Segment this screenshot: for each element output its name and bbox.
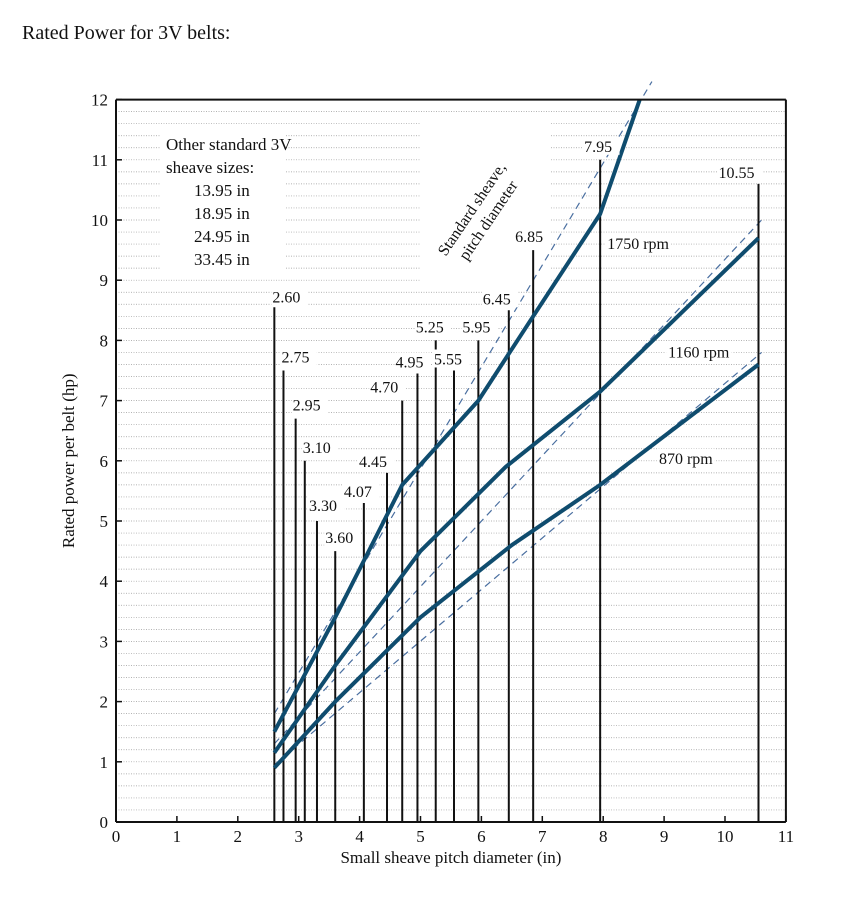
curve-1160-rpm (272, 236, 760, 754)
sheave-label-3.60: 3.60 (325, 530, 353, 547)
y-axis-title: Rated power per belt (hp) (59, 373, 78, 548)
rpm-label-1160-rpm: 1160 rpm (668, 344, 730, 361)
x-tick-label-8: 8 (599, 827, 608, 846)
y-tick-label-11: 11 (92, 151, 108, 170)
x-tick-label-10: 10 (717, 827, 734, 846)
x-tick-label-9: 9 (660, 827, 669, 846)
x-tick-label-5: 5 (416, 827, 425, 846)
y-tick-label-10: 10 (91, 211, 108, 230)
rpm-label-backdrop (605, 233, 671, 253)
sheave-label-6.45: 6.45 (483, 291, 511, 308)
rpm-label-backdrop (656, 448, 715, 468)
y-tick-label-4: 4 (100, 572, 109, 591)
sheave-label-backdrop (717, 162, 763, 181)
x-tick-label-3: 3 (294, 827, 303, 846)
y-tick-label-7: 7 (100, 392, 109, 411)
sheave-label-5.25: 5.25 (416, 319, 444, 336)
curve-870-rpm (272, 362, 760, 770)
sheave-label-backdrop (301, 437, 339, 456)
y-tick-label-9: 9 (100, 271, 109, 290)
other-size-18-95-in: 18.95 in (194, 204, 250, 223)
sheave-label-backdrop (394, 352, 431, 371)
x-tick-label-6: 6 (477, 827, 486, 846)
sheave-label-backdrop (342, 481, 380, 500)
y-tick-label-0: 0 (100, 813, 109, 832)
sheave-label-4.95: 4.95 (395, 355, 423, 372)
sheave-label-7.95: 7.95 (584, 139, 612, 156)
x-tick-label-4: 4 (355, 827, 364, 846)
sheave-label-backdrop (280, 347, 317, 366)
y-tick-label-8: 8 (100, 331, 109, 350)
other-size-24-95-in: 24.95 in (194, 227, 250, 246)
sheave-label-3.30: 3.30 (309, 498, 337, 515)
y-tick-label-3: 3 (100, 632, 109, 651)
dashed-standard-lines (273, 81, 762, 766)
sheave-label-2.95: 2.95 (293, 398, 321, 415)
rpm-label-backdrop (666, 342, 732, 362)
sheave-label-4.45: 4.45 (359, 454, 387, 471)
sheave-label-backdrop (271, 287, 308, 306)
x-axis-title: Small sheave pitch diameter (in) (340, 848, 561, 867)
sheave-label-backdrop (432, 349, 470, 368)
y-tick-label-5: 5 (100, 512, 109, 531)
x-tick-label-11: 11 (778, 827, 794, 846)
sheave-label-backdrop (414, 317, 452, 336)
sheave-label-6.85: 6.85 (515, 229, 543, 246)
sheave-label-2.60: 2.60 (272, 289, 300, 306)
other-size-33-45-in: 33.45 in (194, 250, 250, 269)
sheave-label-backdrop (369, 377, 406, 396)
sheave-label-backdrop (358, 451, 395, 470)
sheave-label-backdrop (291, 395, 329, 414)
sheave-label-backdrop (583, 136, 620, 155)
x-tick-label-7: 7 (538, 827, 547, 846)
other-sizes-backdrop (160, 128, 285, 273)
sheave-label-5.95: 5.95 (462, 319, 490, 336)
curve-1750-rpm (272, 98, 642, 733)
other-sizes-title: Other standard 3V (166, 135, 292, 154)
sheave-label-3.10: 3.10 (303, 440, 331, 457)
sheave-label-4.70: 4.70 (370, 380, 398, 397)
sheave-label-backdrop (481, 289, 519, 308)
rpm-label-1750-rpm: 1750 rpm (607, 236, 669, 253)
rpm-curves (272, 98, 760, 770)
x-tick-label-2: 2 (234, 827, 243, 846)
sheave-label-2.75: 2.75 (281, 350, 309, 367)
sheave-label-backdrop (324, 528, 361, 547)
other-sizes-subtitle: sheave sizes: (166, 158, 254, 177)
dashed-label-backdrop (420, 118, 550, 288)
dashed-line-870 (273, 351, 762, 766)
rpm-label-870-rpm: 870 rpm (659, 451, 713, 468)
sheave-label-4.07: 4.07 (344, 484, 372, 501)
sheave-markers (273, 159, 760, 822)
sheave-label-backdrop (514, 227, 551, 246)
y-tick-label-12: 12 (91, 91, 108, 110)
y-tick-label-1: 1 (100, 753, 109, 772)
sheave-label-backdrop (307, 496, 345, 514)
sheave-label-10.55: 10.55 (718, 165, 754, 182)
y-tick-label-6: 6 (100, 452, 109, 471)
x-tick-label-0: 0 (112, 827, 121, 846)
sheave-label-5.55: 5.55 (434, 352, 462, 369)
sheave-label-backdrop (461, 317, 498, 336)
dashed-line-1750 (273, 81, 653, 714)
y-tick-label-2: 2 (100, 693, 109, 712)
x-tick-label-1: 1 (173, 827, 182, 846)
grid-lines (116, 111, 786, 811)
page-heading: Rated Power for 3V belts: (22, 22, 231, 44)
other-size-13-95-in: 13.95 in (194, 181, 250, 200)
